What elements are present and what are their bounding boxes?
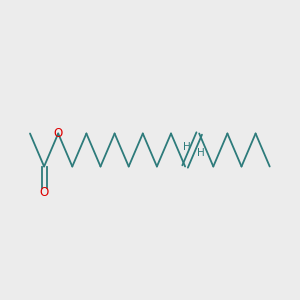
Text: H: H (197, 148, 205, 158)
Text: O: O (54, 127, 63, 140)
Text: O: O (40, 185, 49, 199)
Text: H: H (183, 142, 190, 152)
